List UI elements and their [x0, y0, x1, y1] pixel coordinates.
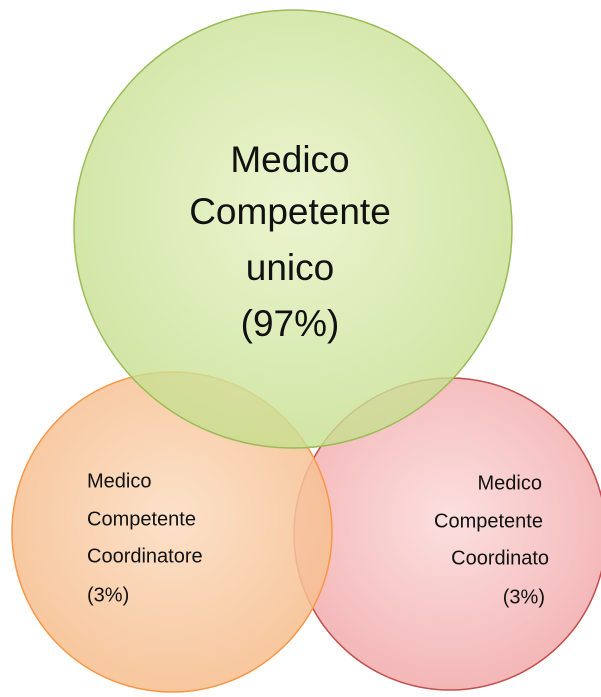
label-line: (97%) [241, 303, 340, 344]
label-line: (3%) [87, 584, 129, 606]
label-line: Medico [87, 470, 151, 492]
label-line: Competente [434, 510, 543, 532]
label-line: Coordinato [451, 547, 549, 569]
circle-unico [73, 9, 513, 449]
label-line: (3%) [503, 586, 545, 608]
label-line: Coordinatore [87, 545, 203, 567]
label-line: Competente [189, 191, 391, 232]
label-line: Competente [87, 508, 196, 530]
label-line: unico [246, 247, 334, 288]
label-line: Medico [478, 472, 542, 494]
label-line: Medico [230, 139, 349, 180]
